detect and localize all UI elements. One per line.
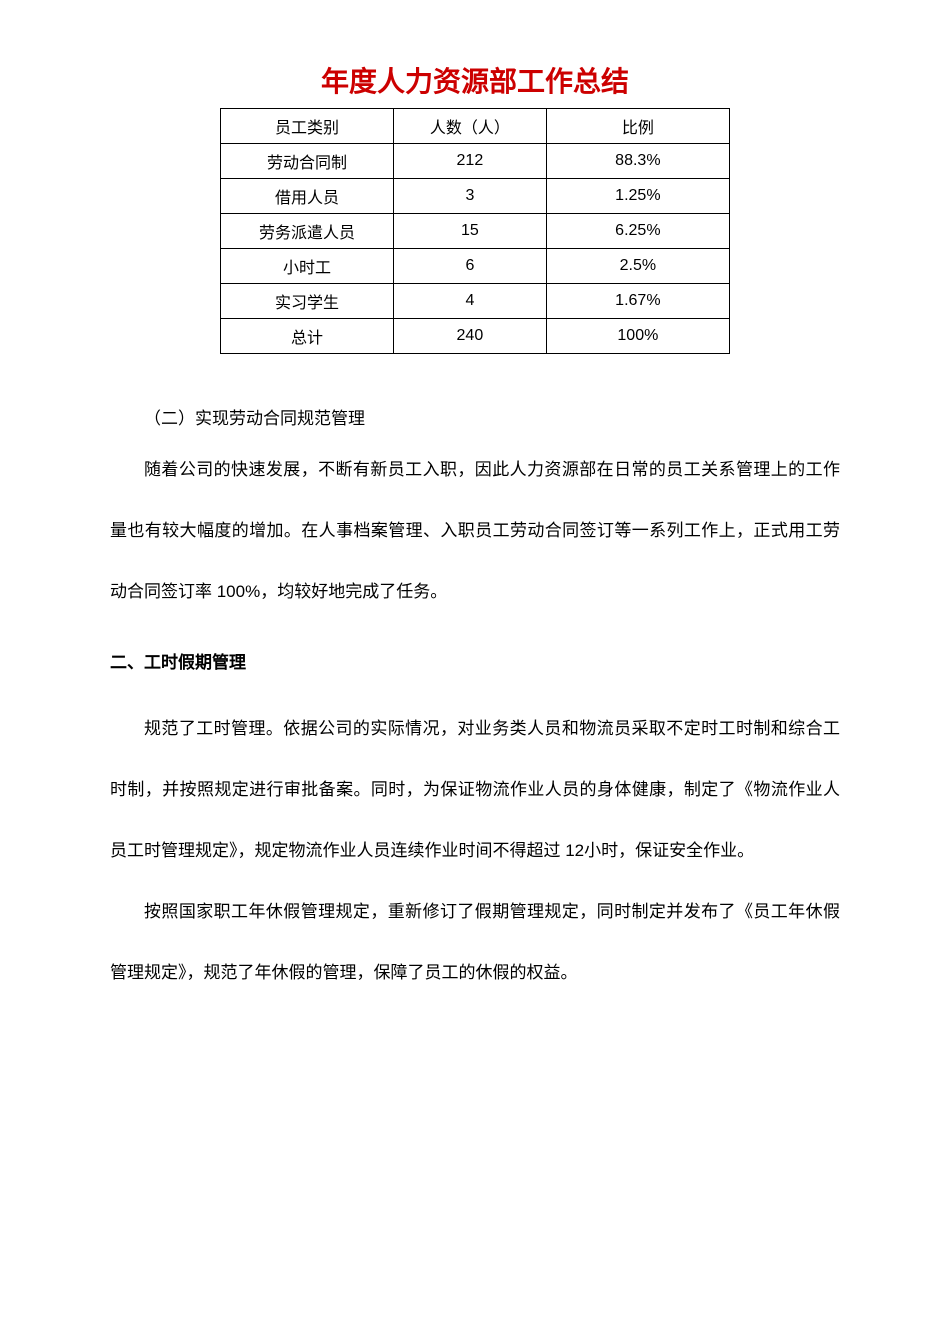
document-title: 年度人力资源部工作总结 <box>110 60 840 100</box>
table-cell: 3 <box>394 179 547 214</box>
paragraph: 按照国家职工年休假管理规定，重新修订了假期管理规定，同时制定并发布了《员工年休假… <box>110 881 840 1003</box>
table-row: 实习学生 4 1.67% <box>221 284 730 319</box>
table-cell: 6 <box>394 249 547 284</box>
table-cell: 100% <box>546 319 729 354</box>
section-subtitle: （二）实现劳动合同规范管理 <box>110 404 840 429</box>
table-cell: 6.25% <box>546 214 729 249</box>
table-cell: 劳务派遣人员 <box>221 214 394 249</box>
table-cell: 15 <box>394 214 547 249</box>
table-header-row: 员工类别 人数（人） 比例 <box>221 109 730 144</box>
table-header-cell: 员工类别 <box>221 109 394 144</box>
table-cell: 88.3% <box>546 144 729 179</box>
table-cell: 1.25% <box>546 179 729 214</box>
table-cell: 实习学生 <box>221 284 394 319</box>
table-header-cell: 比例 <box>546 109 729 144</box>
table-cell: 212 <box>394 144 547 179</box>
paragraph: 规范了工时管理。依据公司的实际情况，对业务类人员和物流员采取不定时工时制和综合工… <box>110 698 840 882</box>
table-cell: 1.67% <box>546 284 729 319</box>
table-header-cell: 人数（人） <box>394 109 547 144</box>
table-cell: 借用人员 <box>221 179 394 214</box>
table-cell: 4 <box>394 284 547 319</box>
table-row: 小时工 6 2.5% <box>221 249 730 284</box>
section-heading: 二、工时假期管理 <box>110 648 840 673</box>
table-row: 劳务派遣人员 15 6.25% <box>221 214 730 249</box>
paragraph: 随着公司的快速发展，不断有新员工入职，因此人力资源部在日常的员工关系管理上的工作… <box>110 439 840 623</box>
table-row: 总计 240 100% <box>221 319 730 354</box>
table-row: 劳动合同制 212 88.3% <box>221 144 730 179</box>
employee-table: 员工类别 人数（人） 比例 劳动合同制 212 88.3% 借用人员 3 1.2… <box>220 108 730 354</box>
table-row: 借用人员 3 1.25% <box>221 179 730 214</box>
table-cell: 240 <box>394 319 547 354</box>
table-cell: 2.5% <box>546 249 729 284</box>
table-cell: 小时工 <box>221 249 394 284</box>
table-cell: 总计 <box>221 319 394 354</box>
table-cell: 劳动合同制 <box>221 144 394 179</box>
